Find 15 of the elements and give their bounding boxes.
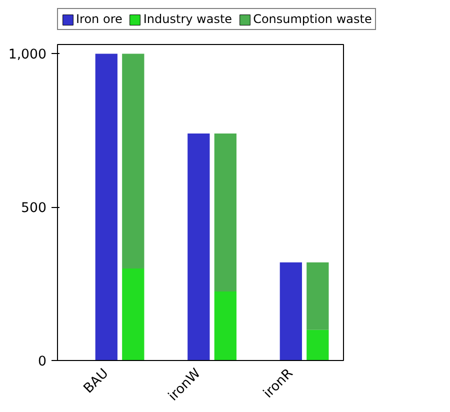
- y-tick-label: 500: [21, 201, 47, 216]
- y-tick-label: 0: [38, 354, 47, 370]
- bar: [306, 330, 329, 360]
- legend-label: Consumption waste: [253, 12, 372, 26]
- bar: [122, 54, 144, 268]
- bar: [280, 262, 302, 360]
- bar: [214, 291, 236, 360]
- legend-label: Industry waste: [143, 12, 232, 26]
- bar: [188, 133, 210, 360]
- bar: [214, 133, 236, 292]
- bar: [95, 54, 118, 360]
- legend-label: Iron ore: [76, 12, 122, 26]
- bar: [122, 268, 144, 360]
- y-tick-label: 1,000: [8, 48, 46, 63]
- bar: [306, 262, 329, 330]
